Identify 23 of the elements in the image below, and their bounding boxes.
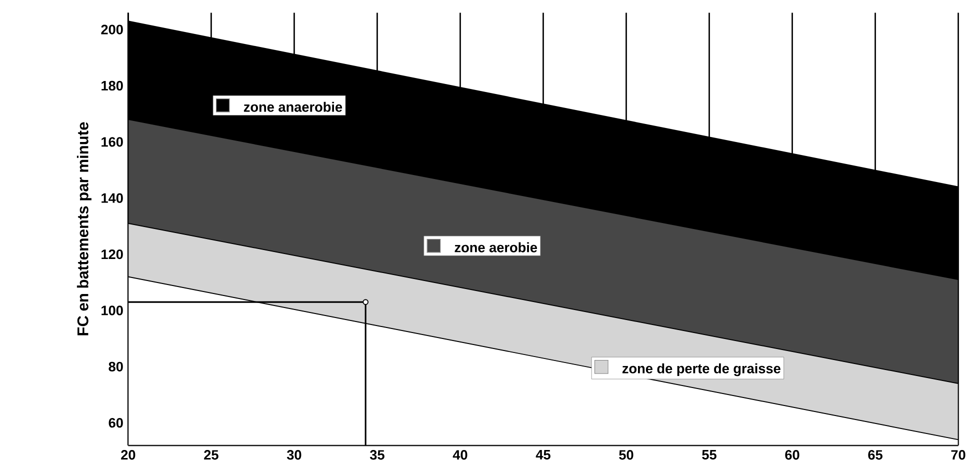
y-tick-label: 140 bbox=[102, 193, 123, 204]
x-tick-label: 35 bbox=[370, 450, 384, 460]
y-tick-label: 100 bbox=[102, 306, 123, 316]
y-tick-label: 160 bbox=[102, 137, 123, 147]
y-tick-label: 80 bbox=[108, 362, 123, 372]
x-tick-label: 45 bbox=[536, 450, 550, 460]
y-tick-label: 120 bbox=[102, 250, 123, 260]
x-tick-label: 65 bbox=[868, 450, 882, 460]
y-tick-label: 200 bbox=[101, 24, 123, 35]
x-tick-label: 70 bbox=[951, 450, 966, 460]
x-tick-label: 55 bbox=[702, 450, 716, 460]
x-tick-label: 20 bbox=[121, 450, 136, 460]
legend-label: zone de perte de graisse bbox=[622, 364, 780, 376]
x-tick-label: 25 bbox=[204, 450, 218, 460]
x-tick-label: 60 bbox=[785, 450, 800, 460]
legend-label: zone anaerobie bbox=[244, 102, 342, 112]
y-tick-label: 60 bbox=[108, 418, 123, 428]
x-tick-label: 50 bbox=[619, 450, 634, 460]
x-tick-label: 40 bbox=[452, 450, 468, 460]
y-axis-title: FC en battements par minute bbox=[76, 122, 92, 336]
y-tick-label: 180 bbox=[102, 81, 123, 91]
legend-label: zone aerobie bbox=[454, 242, 538, 253]
x-tick-label: 30 bbox=[286, 450, 302, 460]
